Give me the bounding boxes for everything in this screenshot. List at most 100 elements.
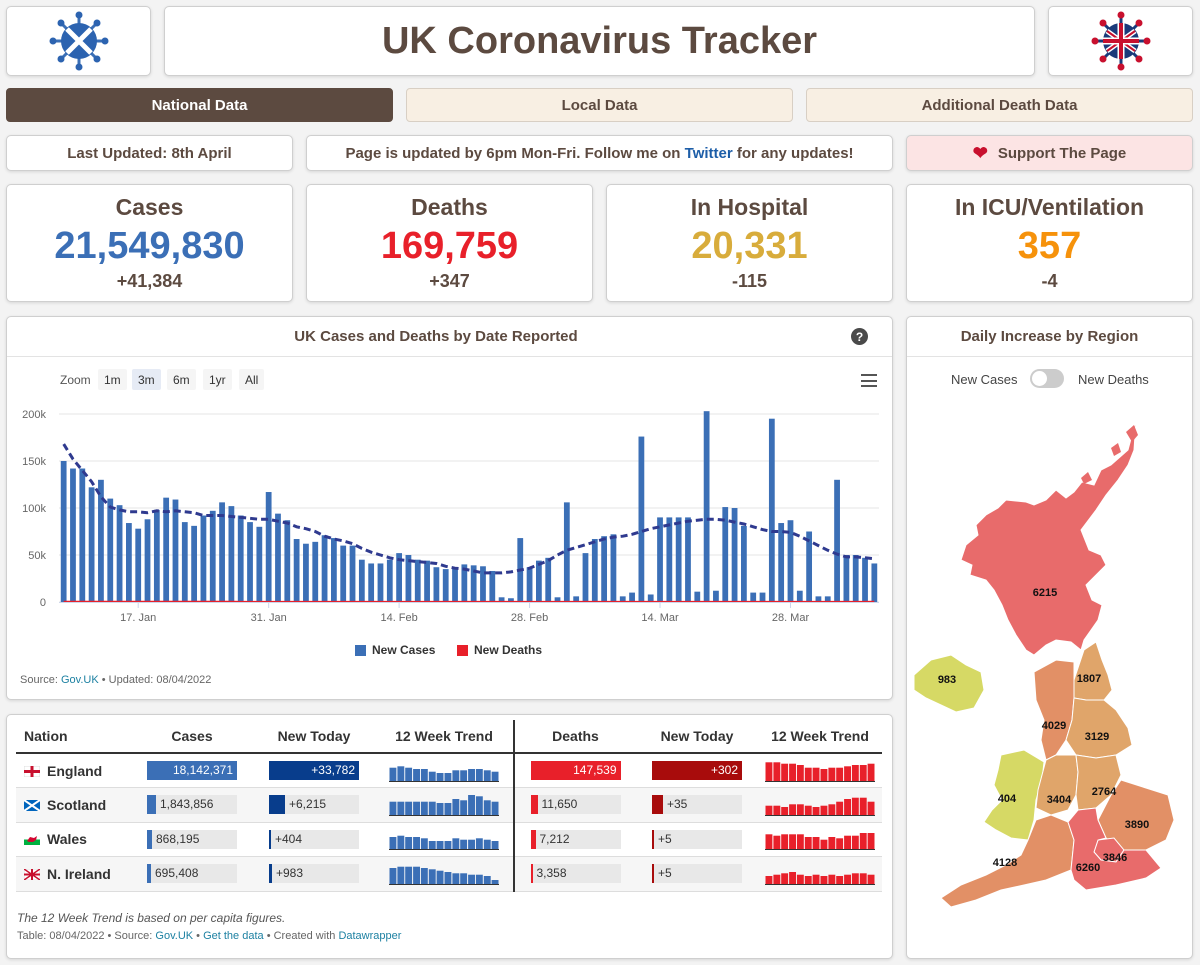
trend-bar (468, 874, 475, 884)
bar-value: 868,195 (156, 831, 200, 846)
region-south-west[interactable] (940, 814, 1075, 908)
region-n-ireland[interactable] (913, 654, 985, 713)
region-yorkshire[interactable] (1065, 697, 1133, 759)
case-bar (452, 568, 458, 602)
case-bar (666, 517, 673, 602)
zoom-6m-button[interactable]: 6m (167, 369, 196, 390)
case-bar (871, 563, 878, 602)
tab-national-data[interactable]: National Data (6, 88, 393, 122)
case-bar (573, 596, 580, 602)
case-bar (796, 590, 803, 602)
legend-new-cases[interactable]: New Cases (355, 643, 435, 657)
case-bar (731, 508, 738, 602)
trend-bar (405, 866, 413, 884)
col-header-new-cases[interactable]: New Today (253, 720, 375, 754)
case-bar (377, 563, 384, 602)
legend-swatch (457, 644, 468, 656)
trend-bar (867, 833, 875, 850)
zoom-1m-button[interactable]: 1m (98, 369, 127, 390)
toggle-knob (1032, 371, 1047, 386)
trend-bar (828, 874, 836, 884)
table-note: The 12 Week Trend is based on per capita… (17, 911, 286, 925)
trend-bar (397, 765, 405, 781)
trend-bar (844, 798, 851, 815)
case-bar (368, 563, 375, 602)
table-row: Wales 868,195 +404 7,212 +5 (16, 822, 882, 857)
death-trend-cell (758, 856, 882, 892)
case-bar (526, 567, 533, 602)
trend-bar (413, 837, 420, 850)
trend-bar (781, 806, 789, 815)
trend-bar (475, 768, 483, 781)
x-tick-label: 31. Jan (251, 612, 287, 624)
bar-value: 18,142,371 (172, 763, 233, 777)
help-icon[interactable]: ? (851, 328, 868, 345)
col-header-deaths[interactable]: Deaths (514, 720, 636, 754)
col-header-death-trend: 12 Week Trend (758, 720, 882, 754)
case-bar (862, 557, 868, 602)
region-west-midlands[interactable] (1035, 754, 1079, 816)
cases-cell: 1,843,856 (131, 787, 253, 823)
twitter-link[interactable]: Twitter (684, 144, 733, 162)
case-bar (722, 507, 729, 602)
trend-bar (859, 833, 867, 850)
footer-table-date: Table: 08/04/2022 • Source: (17, 930, 153, 942)
case-bar (591, 539, 598, 602)
col-header-cases[interactable]: Cases (131, 720, 253, 754)
footer-source-link[interactable]: Gov.UK (155, 930, 194, 942)
legend-new-deaths[interactable]: New Deaths (457, 643, 542, 657)
case-bar (293, 539, 300, 602)
region-east-midlands[interactable] (1075, 754, 1122, 811)
region-scotland[interactable] (960, 419, 1137, 656)
source-link[interactable]: Gov.UK (60, 674, 99, 686)
region-toggle[interactable] (1030, 369, 1064, 388)
support-button[interactable]: ❤ Support The Page (906, 135, 1193, 171)
region-north-west[interactable] (1033, 659, 1075, 761)
footer-get-data-link[interactable]: Get the data (203, 930, 264, 942)
footer-datawrapper-link[interactable]: Datawrapper (338, 930, 402, 942)
case-bar (768, 418, 775, 602)
region-south-east[interactable] (1067, 807, 1162, 891)
last-updated-text: Last Updated: 8th April (67, 144, 232, 162)
region-wales[interactable] (983, 749, 1045, 841)
bar-fill (652, 829, 654, 849)
tab-additional-death-data[interactable]: Additional Death Data (806, 88, 1193, 122)
trend-bar (420, 768, 428, 781)
case-bar (536, 560, 542, 602)
zoom-3m-button[interactable]: 3m (132, 369, 161, 390)
legend-label: New Cases (372, 643, 436, 657)
case-bar (675, 517, 682, 602)
trend-bar (804, 805, 812, 815)
case-bar (126, 523, 132, 602)
death-trend-sparkline (765, 833, 875, 851)
toggle-right-label: New Deaths (1078, 372, 1149, 387)
y-tick-label: 0 (40, 597, 46, 609)
chart-source: Source: Gov.UK • Updated: 08/04/2022 (20, 674, 211, 686)
zoom-1yr-button[interactable]: 1yr (203, 369, 232, 390)
trend-bar (468, 839, 475, 850)
trend-bar (820, 875, 828, 884)
case-bar (303, 543, 309, 602)
zoom-all-button[interactable]: All (239, 369, 265, 390)
region-value-west-midlands: 3404 (1047, 794, 1072, 806)
nation-cell: England (16, 753, 131, 788)
trend-bar (859, 873, 867, 884)
wales-flag-icon (24, 832, 40, 846)
trend-bar (867, 874, 875, 884)
trend-bar (491, 879, 499, 884)
bar-value: 3,358 (536, 866, 567, 881)
trend-bar (428, 841, 436, 850)
footer-created: • Created with (266, 930, 336, 942)
trend-bar (828, 767, 836, 781)
chart-menu-icon[interactable] (861, 374, 877, 387)
trend-bar (789, 763, 796, 781)
logo-left (6, 6, 151, 76)
case-bar (545, 557, 552, 602)
case-bar (750, 592, 757, 602)
new-cases-cell: +983 (253, 856, 375, 892)
col-header-new-deaths[interactable]: New Today (636, 720, 758, 754)
tab-local-data[interactable]: Local Data (406, 88, 793, 122)
col-header-nation[interactable]: Nation (16, 720, 131, 754)
bar-cell: 3,358 (530, 864, 621, 884)
region-north-east[interactable] (1073, 641, 1113, 701)
